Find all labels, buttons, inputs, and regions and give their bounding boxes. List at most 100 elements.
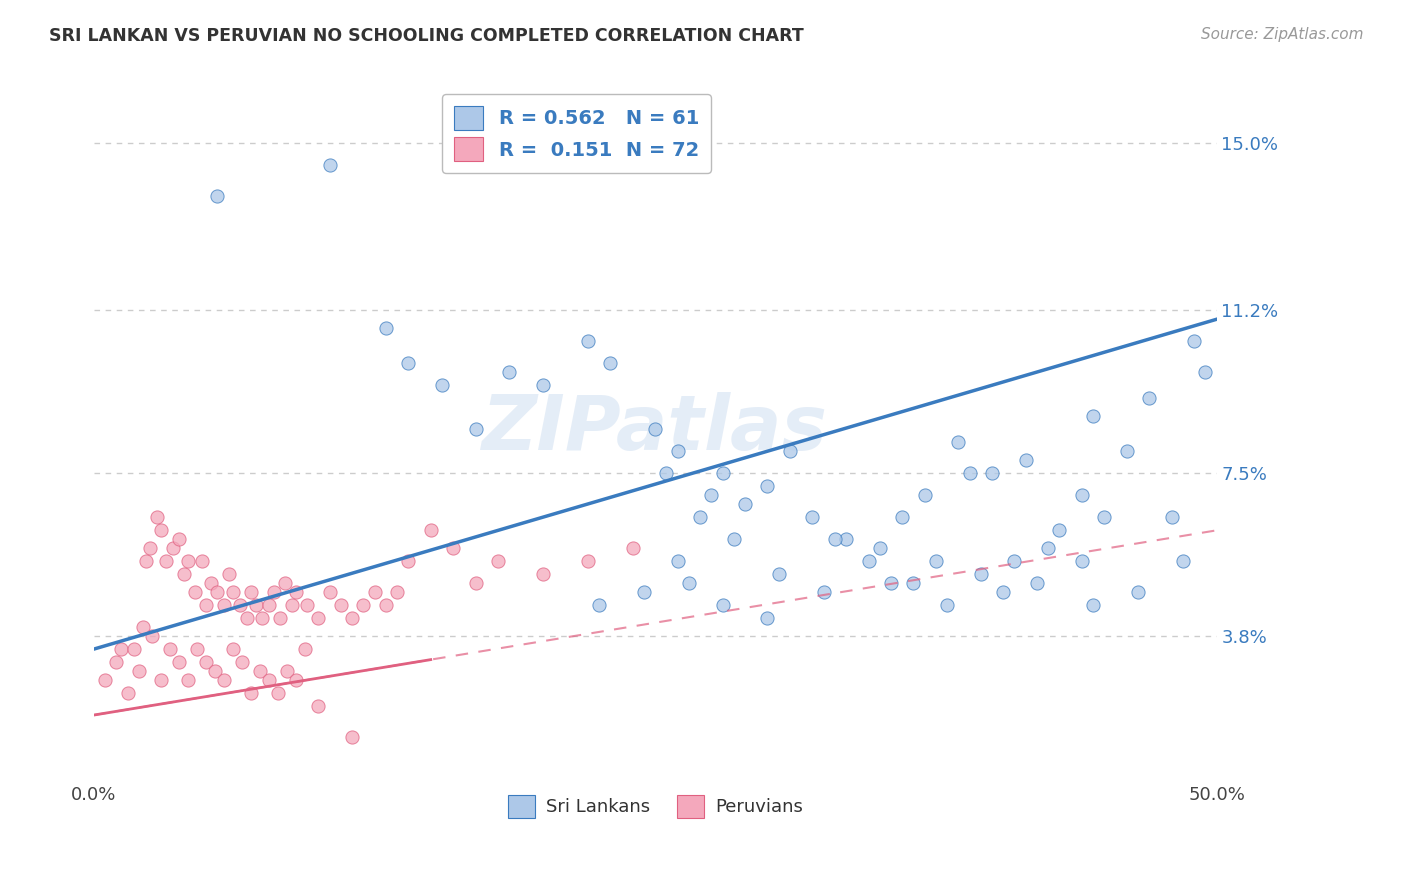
Point	[340, 730, 363, 744]
Point	[267, 686, 290, 700]
Point	[162, 541, 184, 555]
Point	[531, 567, 554, 582]
Point	[257, 673, 280, 687]
Point	[249, 664, 271, 678]
Point	[280, 598, 302, 612]
Point	[531, 378, 554, 392]
Point	[132, 620, 155, 634]
Point	[150, 673, 173, 687]
Point	[734, 497, 756, 511]
Point	[240, 585, 263, 599]
Point	[396, 554, 419, 568]
Point	[655, 466, 678, 480]
Point	[486, 554, 509, 568]
Point	[318, 585, 340, 599]
Point	[110, 642, 132, 657]
Point	[689, 510, 711, 524]
Point	[124, 642, 146, 657]
Point	[914, 488, 936, 502]
Point	[190, 554, 212, 568]
Point	[117, 686, 139, 700]
Point	[307, 611, 329, 625]
Point	[970, 567, 993, 582]
Point	[835, 532, 858, 546]
Point	[195, 655, 218, 669]
Point	[633, 585, 655, 599]
Point	[352, 598, 374, 612]
Text: Source: ZipAtlas.com: Source: ZipAtlas.com	[1201, 27, 1364, 42]
Point	[1004, 554, 1026, 568]
Point	[294, 642, 316, 657]
Point	[644, 422, 666, 436]
Point	[105, 655, 128, 669]
Point	[374, 598, 396, 612]
Point	[700, 488, 723, 502]
Point	[385, 585, 408, 599]
Point	[1081, 409, 1104, 423]
Point	[307, 699, 329, 714]
Point	[274, 576, 297, 591]
Point	[218, 567, 240, 582]
Point	[756, 611, 779, 625]
Point	[813, 585, 835, 599]
Point	[993, 585, 1015, 599]
Point	[285, 673, 308, 687]
Point	[231, 655, 253, 669]
Point	[576, 554, 599, 568]
Point	[621, 541, 644, 555]
Point	[374, 321, 396, 335]
Point	[195, 598, 218, 612]
Point	[858, 554, 880, 568]
Point	[430, 378, 453, 392]
Point	[396, 356, 419, 370]
Point	[1092, 510, 1115, 524]
Point	[1047, 524, 1070, 538]
Point	[245, 598, 267, 612]
Point	[1126, 585, 1149, 599]
Point	[318, 158, 340, 172]
Point	[880, 576, 903, 591]
Point	[128, 664, 150, 678]
Point	[588, 598, 610, 612]
Point	[285, 585, 308, 599]
Point	[576, 334, 599, 349]
Point	[1137, 392, 1160, 406]
Point	[257, 598, 280, 612]
Point	[340, 611, 363, 625]
Point	[184, 585, 207, 599]
Point	[903, 576, 925, 591]
Point	[1070, 488, 1092, 502]
Point	[936, 598, 959, 612]
Text: SRI LANKAN VS PERUVIAN NO SCHOOLING COMPLETED CORRELATION CHART: SRI LANKAN VS PERUVIAN NO SCHOOLING COMP…	[49, 27, 804, 45]
Point	[212, 598, 235, 612]
Legend: Sri Lankans, Peruvians: Sri Lankans, Peruvians	[501, 789, 810, 825]
Point	[498, 365, 520, 379]
Point	[139, 541, 162, 555]
Point	[177, 554, 200, 568]
Point	[240, 686, 263, 700]
Point	[723, 532, 745, 546]
Point	[925, 554, 948, 568]
Point	[869, 541, 891, 555]
Point	[150, 524, 173, 538]
Point	[1115, 444, 1137, 458]
Point	[222, 642, 245, 657]
Point	[212, 673, 235, 687]
Point	[959, 466, 981, 480]
Point	[363, 585, 385, 599]
Point	[824, 532, 846, 546]
Point	[207, 585, 229, 599]
Point	[666, 444, 689, 458]
Point	[263, 585, 285, 599]
Point	[801, 510, 824, 524]
Point	[464, 422, 486, 436]
Point	[711, 466, 734, 480]
Point	[229, 598, 252, 612]
Point	[200, 576, 222, 591]
Point	[329, 598, 352, 612]
Point	[222, 585, 245, 599]
Point	[756, 479, 779, 493]
Point	[441, 541, 464, 555]
Point	[1036, 541, 1059, 555]
Point	[252, 611, 274, 625]
